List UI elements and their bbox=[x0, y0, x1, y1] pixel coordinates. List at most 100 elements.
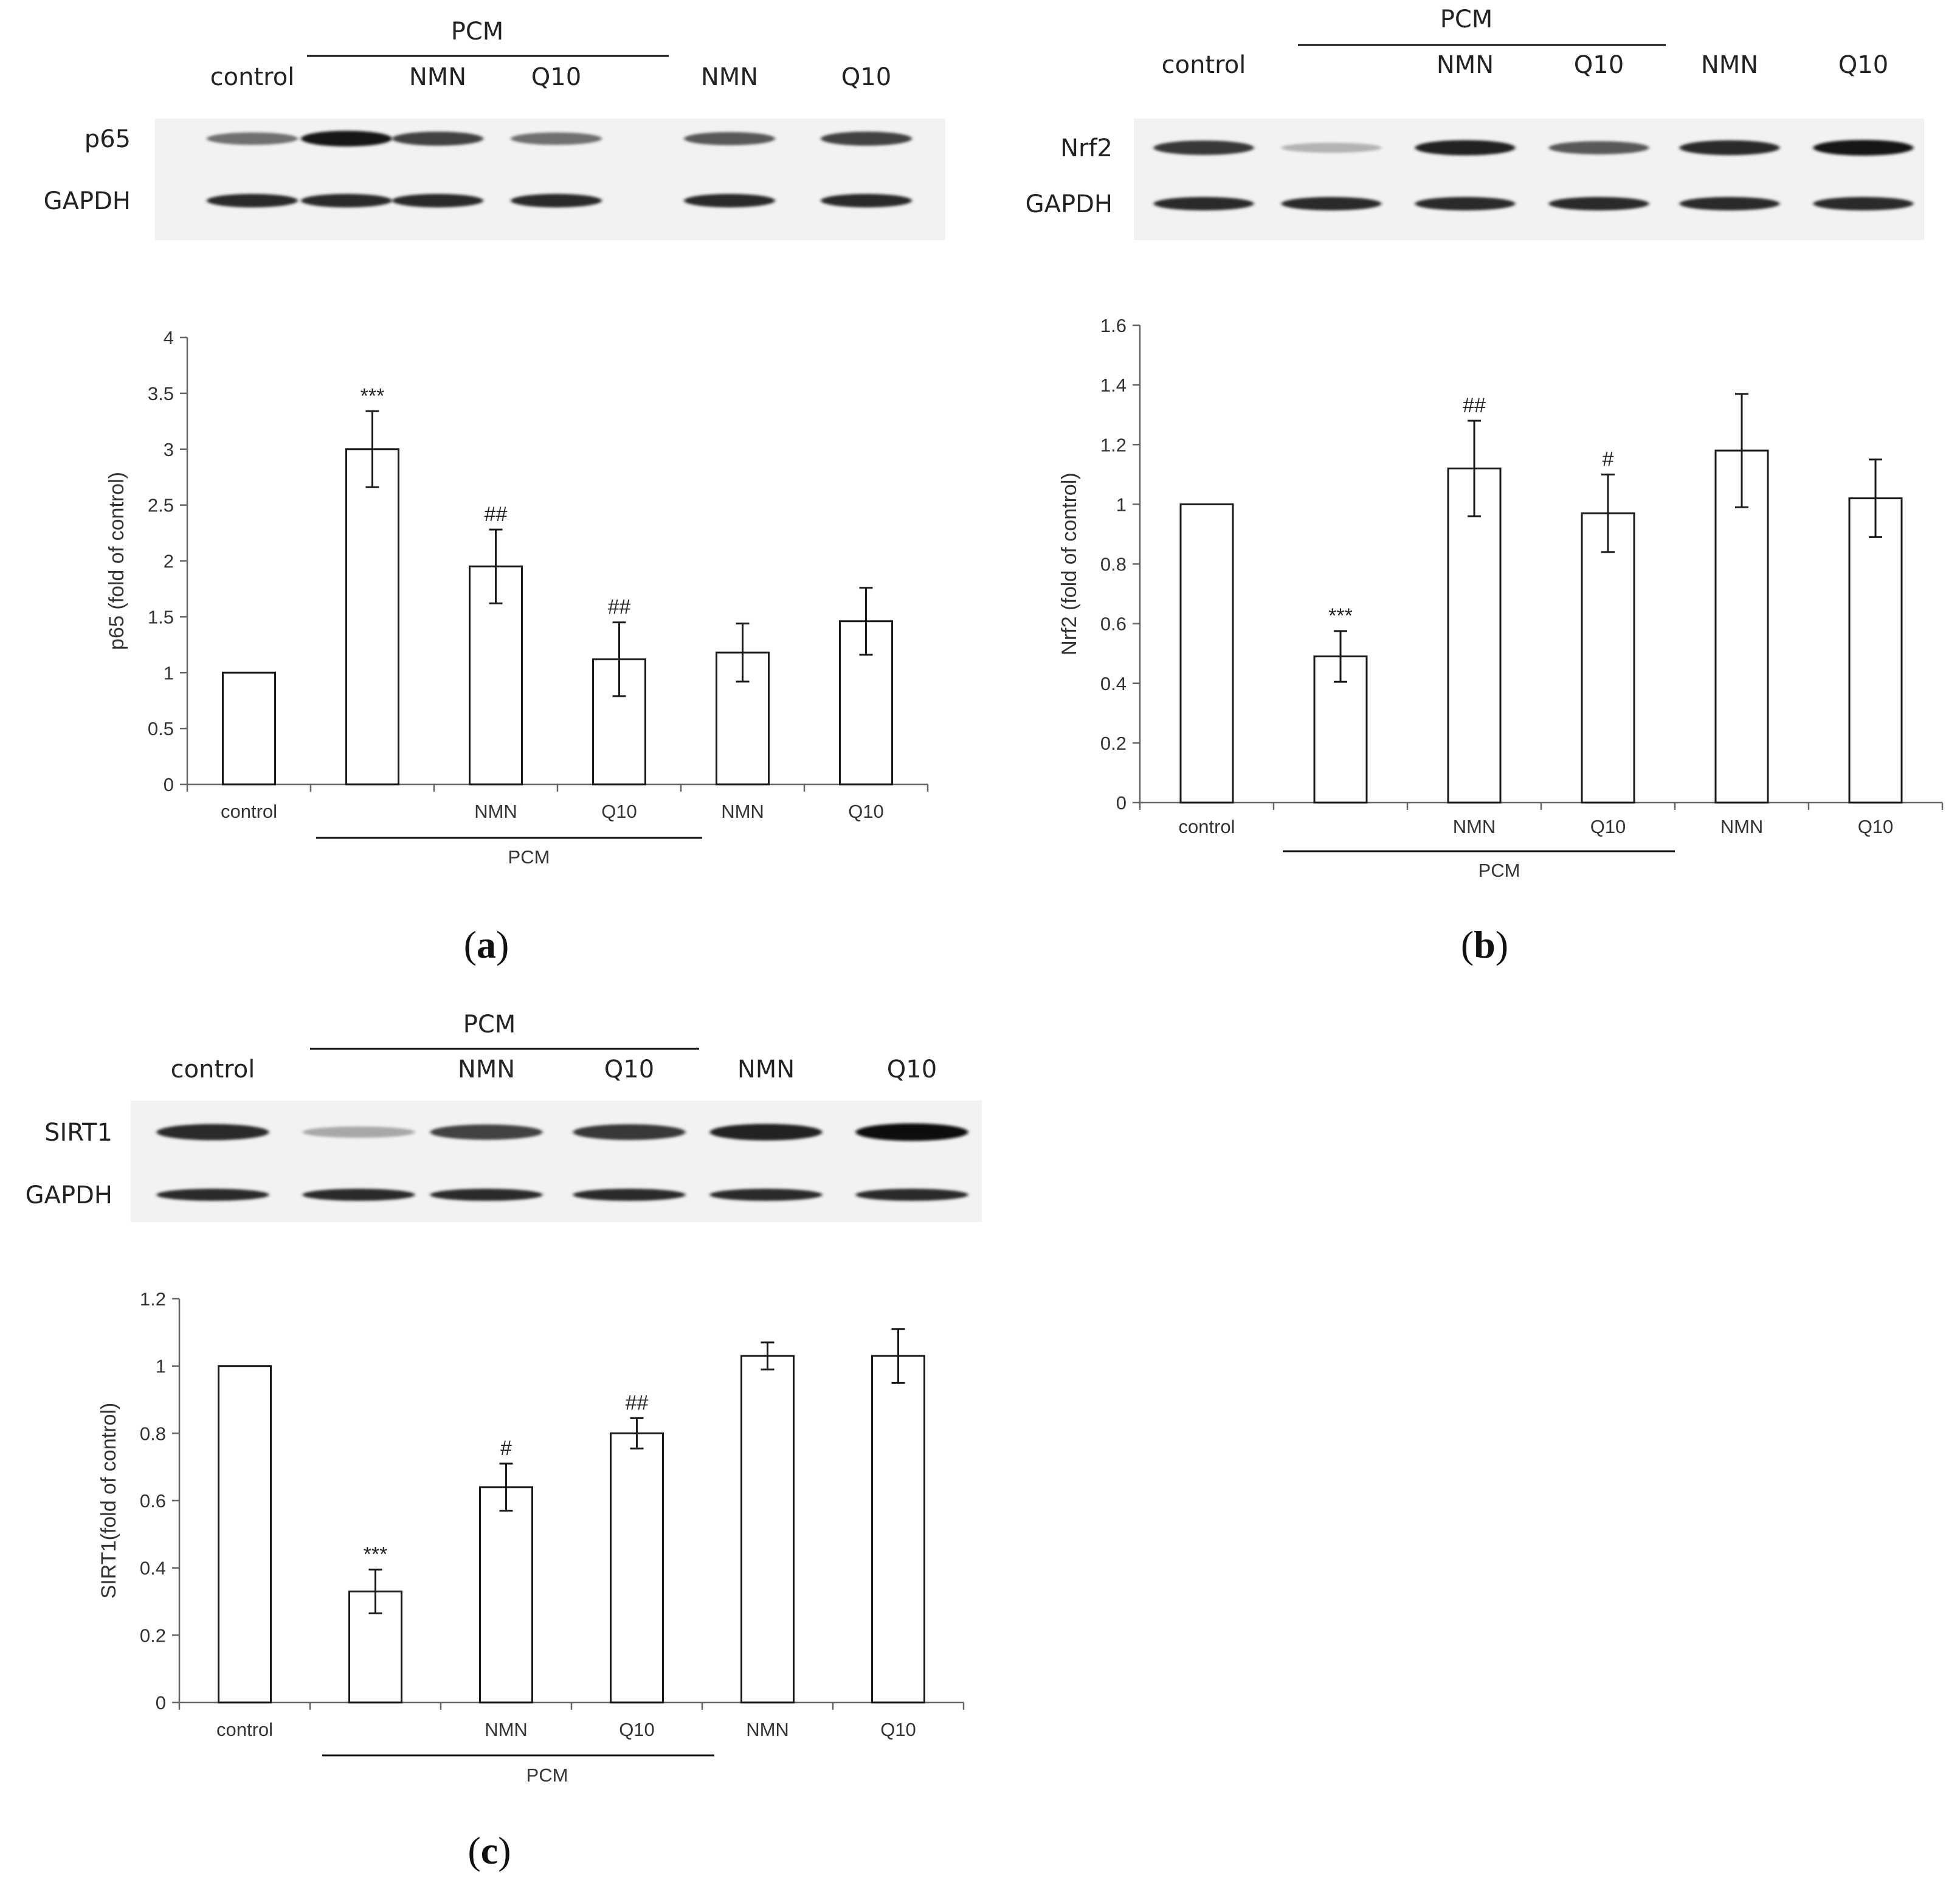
bar bbox=[345, 448, 399, 786]
bar bbox=[740, 1355, 795, 1704]
panel-a: PCM control NMN Q10 NMN Q10 p65 GAPDH 0 0.5 1 1.5 2 2… bbox=[44, 18, 945, 966]
blot-lane-label: NMN bbox=[1701, 51, 1758, 79]
x-tick-label: control bbox=[221, 801, 277, 822]
blot-band bbox=[156, 1124, 269, 1141]
blot-lane-label: NMN bbox=[737, 1056, 795, 1084]
significance-label: ## bbox=[626, 1391, 649, 1414]
y-tick-label: 2.5 bbox=[148, 495, 174, 516]
blot-band bbox=[855, 1189, 968, 1201]
blot-band bbox=[156, 1189, 269, 1201]
y-tick-label: 2 bbox=[164, 551, 174, 572]
bar bbox=[871, 1355, 925, 1704]
y-tick-label: 0.4 bbox=[1100, 673, 1127, 694]
blot-group-label: PCM bbox=[463, 1011, 516, 1039]
blot-lane-label: Q10 bbox=[841, 63, 891, 91]
bar bbox=[479, 1486, 533, 1704]
y-tick-label: 3.5 bbox=[148, 383, 174, 404]
significance-label: *** bbox=[364, 1543, 388, 1566]
blot-band bbox=[709, 1189, 823, 1201]
blot-band bbox=[207, 193, 298, 208]
blot-lane-label: Q10 bbox=[531, 63, 581, 91]
significance-label: ## bbox=[1463, 394, 1486, 417]
y-axis-label: Nrf2 (fold of control) bbox=[1058, 472, 1081, 655]
blot-lane-label: NMN bbox=[458, 1056, 515, 1084]
blot-band bbox=[430, 1189, 543, 1201]
blot-lane-label: control bbox=[210, 63, 295, 91]
y-tick-label: 0 bbox=[1116, 792, 1127, 814]
x-tick-label: Q10 bbox=[880, 1719, 916, 1740]
x-tick-label: NMN bbox=[485, 1719, 528, 1740]
blot-lane-label: control bbox=[171, 1056, 255, 1084]
bar bbox=[1714, 449, 1769, 804]
y-tick-label: 1 bbox=[156, 1356, 166, 1377]
significance-label: *** bbox=[1328, 604, 1353, 627]
blot-band bbox=[1679, 196, 1780, 211]
blot-band bbox=[430, 1124, 543, 1140]
significance-label: # bbox=[1603, 448, 1614, 471]
blot-c: PCM control NMN Q10 NMN Q10 SIRT1 GAPDH bbox=[26, 1011, 982, 1222]
blot-band bbox=[392, 131, 483, 146]
y-tick-label: 4 bbox=[164, 327, 174, 348]
blot-band bbox=[1679, 140, 1780, 156]
chart-a: 0 0.5 1 1.5 2 2.5 3 3.5 4 p65 (fold of control) co… bbox=[105, 327, 929, 868]
blot-band bbox=[855, 1123, 968, 1141]
panel-letter: (b) bbox=[1461, 923, 1508, 966]
y-axis-label: SIRT1(fold of control) bbox=[97, 1403, 120, 1599]
blot-row-label: Nrf2 bbox=[1060, 134, 1113, 162]
bar bbox=[1179, 503, 1234, 804]
y-tick-label: 0.8 bbox=[140, 1423, 166, 1444]
panel-letter: (c) bbox=[468, 1829, 511, 1872]
group-label: PCM bbox=[1479, 860, 1520, 881]
y-tick-label: 1 bbox=[1116, 494, 1127, 515]
blot-band bbox=[392, 193, 483, 208]
y-tick-label: 1.2 bbox=[1100, 434, 1127, 455]
significance-label: ## bbox=[608, 596, 631, 619]
bar bbox=[222, 671, 276, 786]
blot-group-label: PCM bbox=[1440, 5, 1493, 33]
blot-band bbox=[511, 132, 602, 145]
bar bbox=[1447, 468, 1502, 804]
blot-lane-label: control bbox=[1162, 51, 1246, 79]
blot-row-label: GAPDH bbox=[26, 1181, 112, 1209]
group-label: PCM bbox=[508, 846, 550, 868]
panel-letter: (a) bbox=[464, 923, 509, 966]
x-tick-label: control bbox=[1178, 816, 1235, 837]
blot-row-label: GAPDH bbox=[1026, 190, 1113, 218]
significance-label: # bbox=[500, 1437, 512, 1460]
y-tick-label: 0 bbox=[156, 1692, 166, 1713]
blot-background bbox=[131, 1101, 982, 1222]
x-tick-label: control bbox=[216, 1719, 273, 1740]
blot-band bbox=[302, 1126, 415, 1138]
blot-band bbox=[684, 193, 775, 208]
blot-band bbox=[1281, 196, 1382, 211]
blot-band bbox=[821, 193, 912, 208]
x-tick-label: Q10 bbox=[1858, 816, 1894, 837]
blot-band bbox=[301, 131, 392, 147]
y-tick-label: 0.4 bbox=[140, 1558, 166, 1579]
x-tick-label: Q10 bbox=[619, 1719, 655, 1740]
blot-lane-label: NMN bbox=[701, 63, 758, 91]
blot-band bbox=[1813, 196, 1914, 211]
blot-lane-label: Q10 bbox=[1574, 51, 1624, 79]
blot-band bbox=[709, 1124, 823, 1141]
blot-band bbox=[573, 1189, 686, 1201]
blot-row-label: SIRT1 bbox=[44, 1119, 112, 1147]
blot-lane-label: Q10 bbox=[887, 1056, 937, 1084]
blot-band bbox=[684, 132, 775, 145]
bar bbox=[1848, 497, 1903, 804]
x-tick-label: Q10 bbox=[601, 801, 637, 822]
blot-band bbox=[511, 193, 602, 208]
blot-band bbox=[1415, 196, 1516, 211]
x-tick-label: NMN bbox=[1720, 816, 1764, 837]
y-tick-label: 0.6 bbox=[140, 1490, 166, 1512]
chart-c: 0 0.2 0.4 0.6 0.8 1 1.2 SIRT1(fold of control) c… bbox=[97, 1288, 965, 1786]
blot-band bbox=[1548, 196, 1649, 211]
blot-a: PCM control NMN Q10 NMN Q10 p65 GAPDH bbox=[44, 18, 945, 240]
x-tick-label: NMN bbox=[474, 801, 517, 822]
y-tick-label: 0.8 bbox=[1100, 554, 1127, 575]
blot-lane-label: Q10 bbox=[1838, 51, 1888, 79]
blot-row-label: GAPDH bbox=[44, 187, 131, 215]
x-tick-label: Q10 bbox=[1590, 816, 1626, 837]
y-tick-label: 1.5 bbox=[148, 606, 174, 627]
